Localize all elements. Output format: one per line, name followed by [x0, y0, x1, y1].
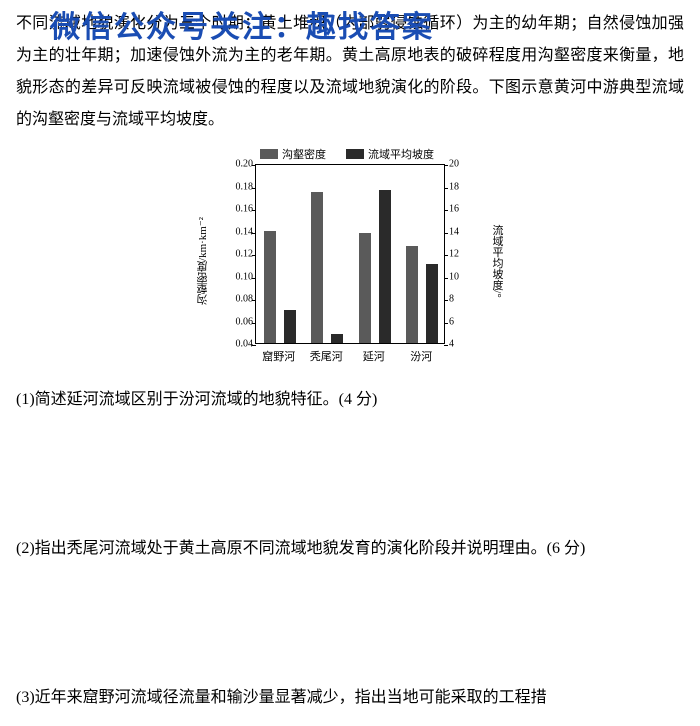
legend-label-density: 沟壑密度: [282, 146, 326, 162]
xtick-label: 秃尾河: [310, 348, 343, 364]
bar-slope: [426, 264, 438, 343]
question-1: (1)简述延河流域区别于汾河流域的地貌特征。(4 分): [16, 386, 684, 415]
ytick-left: 0.10: [236, 271, 254, 282]
bar-slope: [331, 334, 343, 343]
chart-container: 沟壑密度 流域平均坡度 沟壑密度/km·km⁻² 流域平均坡度/° 0.04 0.…: [16, 146, 684, 376]
x-ticks: 窟野河秃尾河 延河 汾河: [255, 346, 445, 364]
xtick-label: 汾河: [410, 348, 432, 364]
bar-chart: 沟壑密度 流域平均坡度 沟壑密度/km·km⁻² 流域平均坡度/° 0.040.…: [200, 146, 500, 376]
bars-group: [256, 165, 444, 343]
ytick-right: 16: [449, 204, 459, 215]
question-3: (3)近年来窟野河流域径流量和输沙量显著减少，指出当地可能采取的工程措: [16, 684, 684, 713]
xtick-label: 延河: [363, 348, 385, 364]
legend-item-density: 沟壑密度: [260, 146, 326, 162]
xtick-label: 窟野河: [262, 348, 295, 364]
ytick-right: 6: [449, 316, 454, 327]
ytick-right: 20: [449, 159, 459, 170]
legend-swatch-density: [260, 149, 278, 159]
legend-swatch-slope: [346, 149, 364, 159]
ytick-right: 14: [449, 226, 459, 237]
y-ticks-right: 468101214161820: [447, 164, 475, 344]
ytick-right: 18: [449, 181, 459, 192]
legend-label-slope: 流域平均坡度: [368, 146, 434, 162]
bar-density: [264, 231, 276, 344]
ytick-left: 0.06: [236, 316, 254, 327]
bar-density: [359, 233, 371, 343]
ytick-left: 0.04: [236, 339, 254, 350]
ytick-left: 0.16: [236, 204, 254, 215]
ytick-left: 0.20: [236, 159, 254, 170]
bar-slope: [284, 310, 296, 343]
ytick-left: 0.14: [236, 226, 254, 237]
watermark-text: 微信公众号关注：趣找答案: [50, 2, 434, 46]
bar-density: [311, 192, 323, 343]
bar-slope: [379, 190, 391, 343]
ytick-right: 10: [449, 271, 459, 282]
ytick-left: 0.08: [236, 294, 254, 305]
ytick-left: 0.18: [236, 181, 254, 192]
ytick-left: 0.12: [236, 249, 254, 260]
plot-area: [255, 164, 445, 344]
bar-density: [406, 246, 418, 343]
y-axis-right-label: 流域平均坡度/°: [489, 224, 505, 297]
question-2: (2)指出秃尾河流域处于黄土高原不同流域地貌发育的演化阶段并说明理由。(6 分): [16, 535, 684, 564]
chart-legend: 沟壑密度 流域平均坡度: [260, 146, 434, 162]
ytick-right: 12: [449, 249, 459, 260]
y-axis-left-label: 沟壑密度/km·km⁻²: [195, 217, 211, 305]
legend-item-slope: 流域平均坡度: [346, 146, 434, 162]
y-ticks-left: 0.040.060.080.100.120.140.160.180.20: [225, 164, 255, 344]
ytick-right: 8: [449, 294, 454, 305]
ytick-right: 4: [449, 339, 454, 350]
